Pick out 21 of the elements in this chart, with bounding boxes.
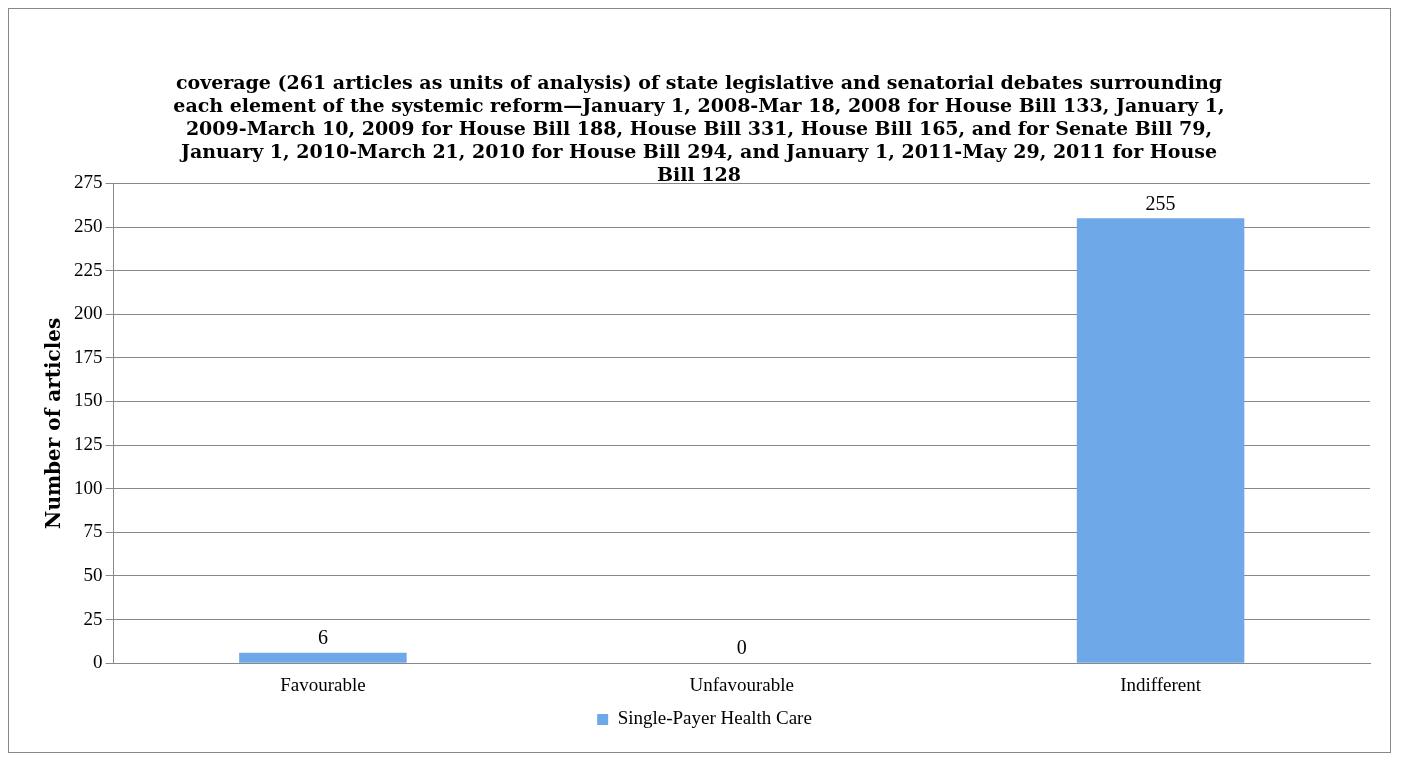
y-tick-label: 250 — [74, 215, 103, 236]
y-tick-label: 225 — [74, 258, 103, 280]
y-tick-label: 275 — [74, 171, 103, 193]
y-tick-label: 100 — [74, 476, 103, 498]
data-label: 6 — [317, 625, 328, 648]
y-tick-label: 175 — [74, 345, 103, 367]
x-tick-label: Unfavourable — [689, 673, 794, 695]
x-tick-label: Indifferent — [1120, 673, 1202, 695]
chart-title: coverage (261 articles as units of analysis) of state legislative and senatorial debates surrounding each element of the systemic reform—January 1, 2008-Mar 18, 2008 for House Bill 133, January 1, 2009-March 10, 2009 for House Bill 188, House Bill 331, House Bill 165, and for Senate Bill 79, January 1, 2010-March 21, 2010 for House Bill 294, and January 1, 2011-May 29, 2011 for House Bill 128 — [172, 71, 1226, 186]
y-tick-label: 75 — [83, 520, 103, 542]
y-tick-label: 125 — [74, 433, 103, 455]
y-tick-label: 50 — [83, 563, 103, 585]
y-tick-label: 150 — [74, 389, 103, 411]
legend-label: Single-Payer Health Care — [617, 707, 812, 729]
y-axis-title: Number of articles — [41, 317, 66, 529]
y-tick-label: 0 — [93, 651, 103, 673]
data-label: 255 — [1145, 191, 1176, 214]
x-tick-label: Favourable — [280, 673, 366, 695]
y-tick-label: 25 — [83, 607, 103, 629]
y-tick-label: 200 — [74, 302, 103, 324]
data-label: 0 — [736, 636, 747, 659]
